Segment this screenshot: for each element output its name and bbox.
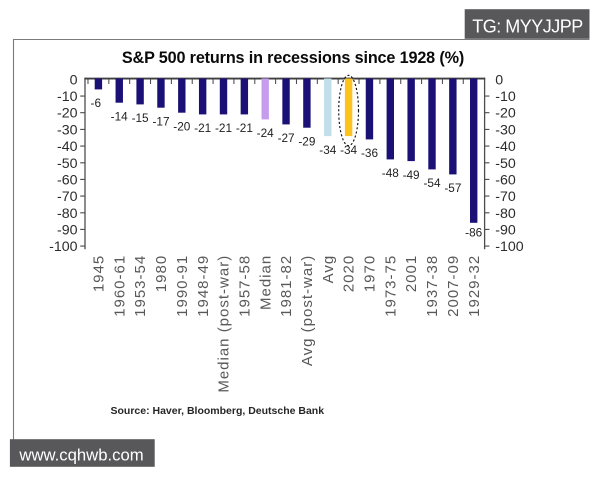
svg-text:1937-38: 1937-38 — [424, 255, 441, 317]
svg-text:1990-91: 1990-91 — [174, 255, 191, 317]
svg-text:-14: -14 — [111, 110, 128, 124]
svg-text:1948-49: 1948-49 — [195, 255, 212, 317]
svg-text:1945: 1945 — [91, 255, 108, 292]
svg-text:0: 0 — [70, 72, 78, 88]
svg-text:-40: -40 — [57, 139, 78, 155]
svg-text:-80: -80 — [57, 206, 78, 222]
svg-text:-100: -100 — [495, 239, 524, 255]
svg-text:-6: -6 — [91, 96, 102, 110]
svg-text:-50: -50 — [495, 156, 516, 172]
svg-text:-80: -80 — [495, 206, 516, 222]
svg-text:-57: -57 — [444, 181, 461, 195]
svg-text:-34: -34 — [319, 143, 336, 157]
svg-text:-15: -15 — [132, 111, 149, 125]
svg-text:TG: MYYJJPP: TG: MYYJJPP — [472, 17, 583, 37]
svg-text:1973-75: 1973-75 — [382, 255, 399, 317]
svg-text:1970: 1970 — [362, 255, 379, 292]
svg-text:-86: -86 — [465, 225, 482, 239]
svg-text:-27: -27 — [278, 131, 295, 145]
svg-text:-29: -29 — [298, 135, 315, 149]
svg-text:1960-61: 1960-61 — [111, 255, 128, 317]
svg-text:-49: -49 — [403, 168, 420, 182]
svg-text:Source: Haver, Bloomberg, Deut: Source: Haver, Bloomberg, Deutsche Bank — [111, 405, 325, 417]
svg-text:-30: -30 — [495, 122, 516, 138]
svg-text:-90: -90 — [57, 222, 78, 238]
svg-text:-36: -36 — [361, 146, 378, 160]
svg-text:-50: -50 — [57, 156, 78, 172]
svg-text:2020: 2020 — [341, 255, 358, 292]
svg-text:-54: -54 — [423, 176, 440, 190]
svg-text:-30: -30 — [57, 122, 78, 138]
svg-text:www.cqhwb.com: www.cqhwb.com — [18, 445, 143, 464]
svg-text:1980: 1980 — [153, 255, 170, 292]
svg-text:-21: -21 — [194, 121, 211, 135]
svg-text:Avg: Avg — [320, 255, 337, 284]
svg-text:-34: -34 — [340, 143, 357, 157]
svg-text:-20: -20 — [57, 106, 78, 122]
svg-text:-21: -21 — [236, 121, 253, 135]
svg-text:-60: -60 — [495, 172, 516, 188]
svg-text:-20: -20 — [173, 120, 190, 134]
svg-text:-24: -24 — [257, 126, 274, 140]
svg-text:1957-58: 1957-58 — [237, 255, 254, 317]
svg-text:Median: Median — [257, 255, 274, 310]
svg-text:1953-54: 1953-54 — [132, 255, 149, 317]
svg-text:-10: -10 — [495, 89, 516, 105]
svg-text:S&P 500 returns in recessions: S&P 500 returns in recessions since 1928… — [122, 49, 464, 67]
svg-text:-60: -60 — [57, 172, 78, 188]
svg-text:-21: -21 — [215, 121, 232, 135]
svg-text:2007-09: 2007-09 — [445, 255, 462, 317]
svg-text:2001: 2001 — [403, 255, 420, 292]
svg-text:-17: -17 — [152, 115, 169, 129]
svg-text:-40: -40 — [495, 139, 516, 155]
svg-text:-90: -90 — [495, 222, 516, 238]
svg-text:-70: -70 — [57, 189, 78, 205]
svg-text:-10: -10 — [57, 89, 78, 105]
svg-text:Median (post-war): Median (post-war) — [216, 255, 233, 393]
svg-text:0: 0 — [495, 72, 503, 88]
svg-text:Avg (post-war): Avg (post-war) — [299, 255, 316, 366]
svg-text:-20: -20 — [495, 106, 516, 122]
svg-text:-70: -70 — [495, 189, 516, 205]
svg-text:1981-82: 1981-82 — [278, 255, 295, 317]
svg-text:-100: -100 — [49, 239, 78, 255]
svg-text:-48: -48 — [382, 166, 399, 180]
svg-text:1929-32: 1929-32 — [466, 255, 483, 317]
